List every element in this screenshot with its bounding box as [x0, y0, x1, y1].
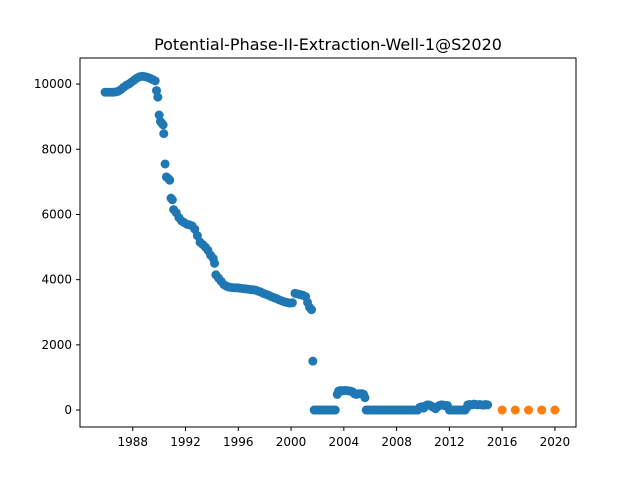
y-tick-label: 8000 — [41, 142, 72, 156]
data-point — [160, 159, 170, 169]
points-layer — [100, 71, 560, 415]
data-point — [308, 356, 318, 366]
data-point — [307, 305, 317, 315]
y-tick-label: 10000 — [34, 77, 72, 91]
chart-title: Potential-Phase-II-Extraction-Well-1@S20… — [154, 35, 502, 54]
data-point — [210, 258, 220, 268]
data-point — [497, 405, 507, 415]
data-point — [287, 298, 297, 308]
data-point — [360, 393, 370, 403]
data-point — [158, 120, 168, 130]
x-tick-label: 2012 — [434, 435, 465, 449]
data-point — [524, 405, 534, 415]
x-tick-label: 2000 — [276, 435, 307, 449]
y-axis-ticks: 0 2000 4000 6000 8000 10000 — [34, 77, 80, 417]
data-point — [159, 129, 169, 139]
data-point — [167, 195, 177, 205]
x-tick-label: 1992 — [170, 435, 201, 449]
data-point — [510, 405, 520, 415]
y-tick-label: 6000 — [41, 207, 72, 221]
y-tick-label: 4000 — [41, 273, 72, 287]
x-tick-label: 2004 — [329, 435, 360, 449]
data-point — [165, 175, 175, 185]
y-tick-label: 0 — [64, 403, 72, 417]
data-point — [483, 400, 493, 410]
plot-area-frame — [79, 57, 577, 428]
series-1 — [497, 405, 560, 415]
x-axis-ticks: 1988 1992 1996 2000 2004 2008 2012 2016 2020 — [117, 427, 570, 449]
y-tick-label: 2000 — [41, 338, 72, 352]
data-point — [537, 405, 547, 415]
data-point — [150, 76, 160, 86]
x-tick-label: 2008 — [381, 435, 412, 449]
data-point — [550, 405, 560, 415]
x-tick-label: 1996 — [223, 435, 254, 449]
data-point — [330, 405, 340, 415]
series-0 — [100, 71, 493, 415]
x-tick-label: 2016 — [487, 435, 518, 449]
x-tick-label: 1988 — [117, 435, 148, 449]
x-tick-label: 2020 — [540, 435, 571, 449]
data-point — [153, 92, 163, 102]
